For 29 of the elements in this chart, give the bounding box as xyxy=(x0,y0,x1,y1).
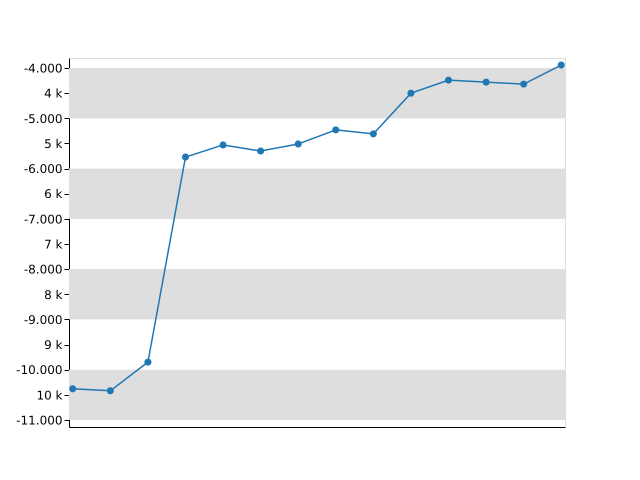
point xyxy=(558,62,565,69)
point xyxy=(370,130,377,138)
point xyxy=(220,141,227,148)
y-tick-label: 8 k xyxy=(44,288,63,302)
point xyxy=(294,140,302,148)
y-tick-label: -9.000 xyxy=(24,312,62,327)
point xyxy=(257,147,264,155)
point xyxy=(144,358,152,366)
y-tick-label: -4.000 xyxy=(24,62,62,76)
point xyxy=(520,80,528,88)
y-tick-label: 6 k xyxy=(44,187,63,202)
y-tick-label: 10 k xyxy=(36,388,63,402)
y-tick-label: 7 k xyxy=(44,238,63,252)
point xyxy=(407,90,414,97)
y-tick-label: -8.000 xyxy=(24,262,62,277)
y-tick-label: 9 k xyxy=(44,338,63,352)
point xyxy=(444,76,452,84)
y-tick-label: 5 k xyxy=(44,136,63,151)
y-tick-label: -7.000 xyxy=(24,212,62,226)
y-tick-label: -6.000 xyxy=(24,162,62,176)
point xyxy=(482,78,490,86)
point xyxy=(69,385,76,392)
y-tick-label: -10.000 xyxy=(16,363,62,378)
y-tick-label: 4 k xyxy=(44,86,63,101)
point xyxy=(182,154,190,161)
point xyxy=(332,126,340,134)
point xyxy=(106,387,114,394)
y-tick-label: -5.000 xyxy=(24,112,62,126)
y-tick-label: -11.000 xyxy=(16,413,62,428)
